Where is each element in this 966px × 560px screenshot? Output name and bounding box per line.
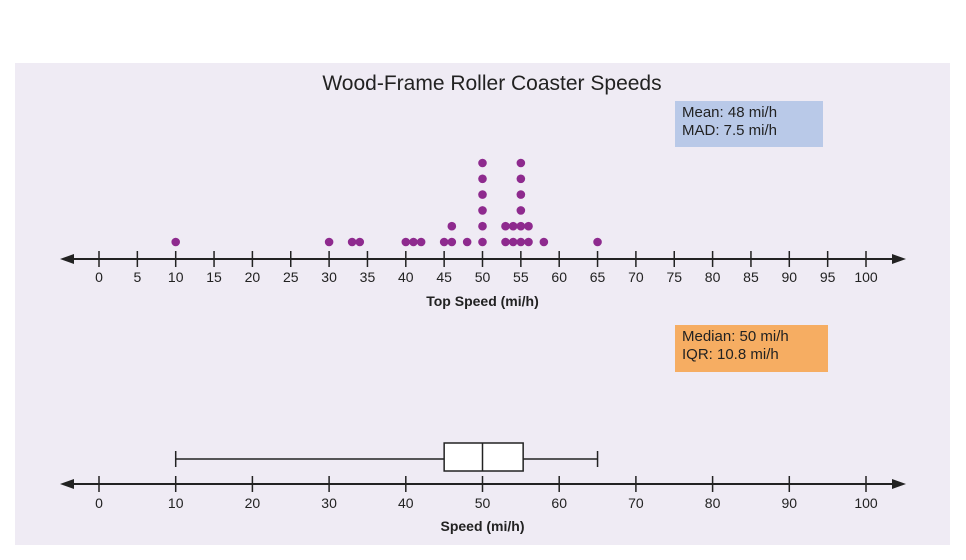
dot-plot: 0 5 10 15 20 25 30 35 40 45 50 55 60 65 70 75 80 85 90 95 10… <box>60 158 906 309</box>
mean-mad-box: Mean: 48 mi/h MAD: 7.5 mi/h <box>675 101 823 147</box>
data-dot <box>447 221 457 231</box>
data-dot <box>324 237 334 247</box>
tick-label: 15 <box>206 269 222 285</box>
x-axis-title: Top Speed (mi/h) <box>426 293 539 309</box>
data-dot <box>416 237 426 247</box>
data-dot <box>171 237 180 247</box>
tick-label: 70 <box>628 269 644 285</box>
tick-label: 0 <box>95 495 103 511</box>
data-dot <box>347 237 357 247</box>
data-dot <box>593 237 602 247</box>
iqr-box <box>443 442 524 472</box>
x-axis-title-box: Speed (mi/h) <box>440 518 524 534</box>
axis-arrow-right <box>892 254 906 264</box>
tick-label: 0 <box>95 269 103 285</box>
data-dot <box>478 174 487 184</box>
data-dot <box>501 237 510 247</box>
tick-label: 70 <box>628 495 644 511</box>
chart-title: Wood-Frame Roller Coaster Speeds <box>322 72 661 95</box>
tick-label: 50 <box>475 495 491 511</box>
tick-label: 35 <box>360 269 376 285</box>
data-dot <box>516 190 526 199</box>
data-dot <box>524 221 533 231</box>
data-dot <box>516 237 526 247</box>
data-dot <box>508 221 518 231</box>
data-dot <box>524 237 533 247</box>
tick-label: 30 <box>321 495 337 511</box>
tick-label: 10 <box>168 269 184 285</box>
data-dot <box>516 174 526 184</box>
data-dot <box>501 221 510 231</box>
tick-label: 90 <box>782 269 798 285</box>
tick-label: 30 <box>321 269 337 285</box>
tick-label: 80 <box>705 269 721 285</box>
box-plot: 0 10 20 30 40 50 60 70 80 90 100 Speed (mi/h) <box>60 442 906 534</box>
mean-label: Mean: 48 mi/h <box>682 104 778 121</box>
tick-label: 60 <box>551 495 567 511</box>
tick-label: 75 <box>666 269 682 285</box>
tick-label: 50 <box>475 269 491 285</box>
tick-label: 40 <box>398 269 414 285</box>
tick-label: 95 <box>820 269 836 285</box>
data-dot <box>478 237 487 247</box>
tick-label: 80 <box>705 495 721 511</box>
data-dot <box>478 206 487 215</box>
tick-label: 60 <box>551 269 567 285</box>
data-dot <box>478 221 487 231</box>
data-dot <box>508 237 518 247</box>
tick-label: 100 <box>854 495 878 511</box>
median-label: Median: 50 mi/h <box>682 328 789 345</box>
data-dot <box>439 237 449 247</box>
tick-label: 20 <box>245 269 261 285</box>
data-dot <box>409 237 418 247</box>
axis-arrow-left <box>60 254 74 264</box>
data-dot <box>462 237 472 247</box>
iqr-label: IQR: 10.8 mi/h <box>682 346 779 363</box>
tick-label: 100 <box>854 269 878 285</box>
data-dot <box>478 158 487 168</box>
data-dot <box>355 237 365 247</box>
tick-label: 55 <box>513 269 529 285</box>
tick-label: 45 <box>436 269 452 285</box>
data-dot <box>516 158 526 168</box>
data-dot <box>516 206 526 215</box>
data-dot <box>539 237 549 247</box>
tick-label: 5 <box>133 269 141 285</box>
data-dot <box>447 237 457 247</box>
data-dot <box>516 221 526 231</box>
axis-arrow-left <box>60 479 74 489</box>
tick-label: 10 <box>168 495 184 511</box>
tick-label: 90 <box>782 495 798 511</box>
tick-label: 65 <box>590 269 606 285</box>
data-dot <box>478 190 487 199</box>
tick-label: 25 <box>283 269 299 285</box>
tick-label: 85 <box>743 269 759 285</box>
data-dot <box>401 237 411 247</box>
tick-label: 40 <box>398 495 414 511</box>
tick-label: 20 <box>245 495 261 511</box>
median-iqr-box: Median: 50 mi/h IQR: 10.8 mi/h <box>675 325 828 372</box>
axis-arrow-right <box>892 479 906 489</box>
mad-label: MAD: 7.5 mi/h <box>682 122 778 139</box>
